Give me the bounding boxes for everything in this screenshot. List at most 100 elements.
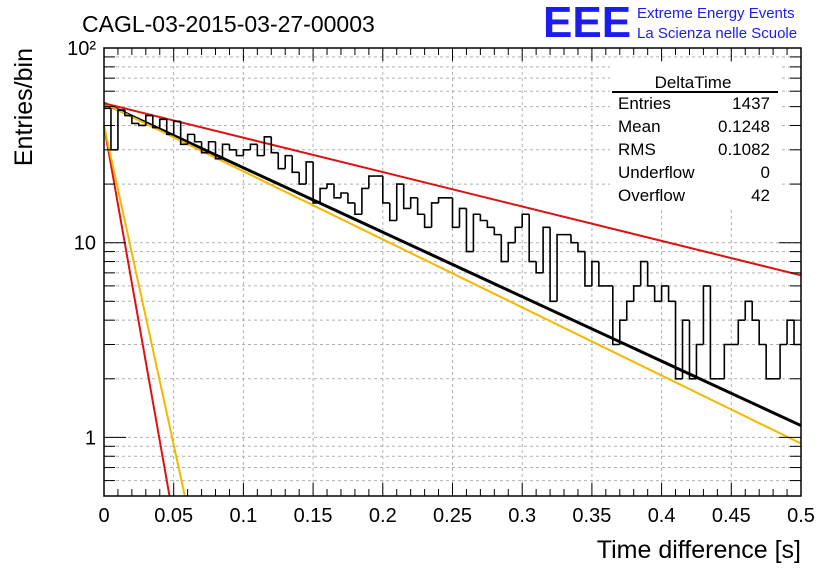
histogram-bin <box>298 172 307 185</box>
histogram-bin <box>312 161 321 204</box>
histogram-bin <box>486 220 495 229</box>
histogram-bin <box>382 176 390 204</box>
histogram-bin <box>319 187 328 203</box>
histogram-bin <box>186 133 195 145</box>
histogram-bin <box>200 141 209 154</box>
histogram-bin <box>228 144 237 151</box>
histogram-bin <box>528 214 537 263</box>
histogram-bin <box>779 343 788 379</box>
stats-label: Mean <box>618 117 661 136</box>
histogram-bin <box>151 115 160 129</box>
histogram-bin <box>277 152 286 170</box>
histogram-bin <box>479 214 488 222</box>
fit-line-2 <box>103 102 802 277</box>
x-tick-label: 0.3 <box>508 505 536 527</box>
histogram-bin <box>612 285 620 346</box>
histogram-bin <box>584 251 592 287</box>
stats-label: Underflow <box>618 163 695 182</box>
fit-line-0 <box>103 101 802 427</box>
histogram-bin <box>556 233 565 302</box>
histogram-bin <box>765 344 774 380</box>
histogram-bin <box>131 115 139 125</box>
histogram-bin <box>423 214 432 229</box>
histogram-bin <box>514 226 523 243</box>
stats-label: RMS <box>618 140 656 159</box>
histogram-bin <box>653 285 662 303</box>
histogram-bin <box>646 261 655 287</box>
grid-layer <box>104 48 801 496</box>
histogram-bin <box>618 319 627 345</box>
y-tick-label: 1 <box>85 427 96 449</box>
histogram-bin <box>758 320 767 346</box>
histogram-bin <box>570 234 578 244</box>
histogram-bin <box>326 183 335 189</box>
x-axis-title: Time difference [s] <box>597 536 801 564</box>
histogram-bin <box>744 300 753 321</box>
x-tick-label: 0.2 <box>369 505 397 527</box>
histogram-bin <box>549 227 558 303</box>
histogram-bin <box>751 301 760 321</box>
stats-value: 42 <box>751 186 770 205</box>
histogram-bin <box>172 120 181 135</box>
histogram-bin <box>409 197 418 209</box>
tick-layer: 0 0.05 0.1 0.15 0.2 0.25 0.3 0.35 0.4 0.45 0.5 1 10 1… <box>67 38 815 527</box>
histogram-bin <box>165 119 174 136</box>
histogram-bin <box>695 343 704 379</box>
x-tick-label: 0 <box>98 505 109 527</box>
x-tick-label: 0.05 <box>154 505 193 527</box>
histogram-bin <box>674 301 683 380</box>
eee-logo: EEE <box>543 0 631 47</box>
histogram-bin <box>256 144 265 157</box>
histogram-bin <box>354 202 362 216</box>
histogram-bin <box>542 226 551 273</box>
histogram-bin <box>737 319 746 345</box>
stats-rows: Entries 1437 Mean 0.1248 RMS 0.1082 Underflow 0… <box>618 94 770 205</box>
x-tick-label: 0.5 <box>787 505 815 527</box>
histogram-bin <box>493 227 502 236</box>
histogram-bin <box>221 143 230 159</box>
histogram-bin <box>270 136 279 154</box>
histogram-bin <box>660 285 669 302</box>
histogram-bin <box>110 108 118 151</box>
histogram-bin <box>472 213 481 252</box>
x-tick-label: 0.25 <box>433 505 472 527</box>
histogram-bin <box>333 184 341 199</box>
histogram-bin <box>535 261 544 274</box>
stats-label: Overflow <box>618 186 686 205</box>
histogram-bin <box>138 123 146 127</box>
x-tick-label: 0.15 <box>294 505 333 527</box>
histogram-bin <box>179 121 188 146</box>
histogram-bin <box>723 343 732 379</box>
histogram-bin <box>632 285 641 302</box>
histogram-bin <box>347 192 355 204</box>
fit-line-1 <box>103 102 802 445</box>
x-tick-label: 0.35 <box>572 505 611 527</box>
histogram-bin <box>709 285 718 380</box>
stats-value: 0.1082 <box>718 140 770 159</box>
histogram-bin <box>625 300 634 321</box>
stats-value: 0 <box>761 163 770 182</box>
histogram-bin <box>214 141 223 160</box>
histogram-bin <box>507 241 516 262</box>
histogram-bin <box>249 143 258 150</box>
histogram-bin <box>291 155 300 174</box>
histogram-bin <box>458 207 467 228</box>
histogram-bin <box>786 319 795 345</box>
histogram-bin <box>145 114 153 126</box>
histogram-bin <box>667 285 676 303</box>
histogram-bin <box>793 320 801 346</box>
histogram-bin <box>340 192 348 198</box>
logo-line-1: Extreme Energy Events <box>637 5 795 22</box>
histogram-bin <box>388 202 397 222</box>
histogram-bin <box>361 187 369 215</box>
x-tick-label: 0.4 <box>648 505 676 527</box>
histogram-bin <box>207 140 216 153</box>
histogram-bin <box>577 242 585 253</box>
histogram-bin <box>702 285 711 345</box>
x-tick-label: 0.1 <box>229 505 257 527</box>
histogram-bin <box>284 154 293 169</box>
histogram-bin <box>395 183 404 221</box>
logo-line-2: La Scienza nelle Scuole <box>637 25 797 42</box>
histogram-bin <box>193 134 202 143</box>
